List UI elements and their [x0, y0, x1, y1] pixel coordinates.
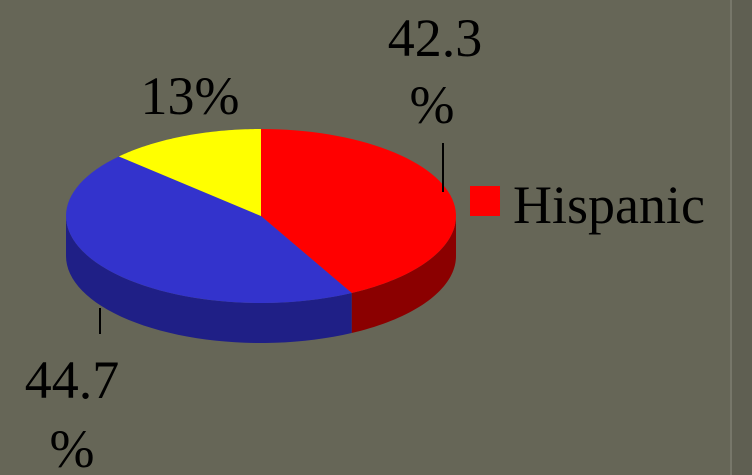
data-label-blue-unit: %: [50, 419, 95, 475]
pie-slice-hispanic: [261, 129, 456, 294]
slide-edge-bar: [730, 0, 752, 475]
data-label-blue: 44.7: [25, 350, 120, 410]
legend-swatch-hispanic: [470, 186, 500, 216]
pie-slice-blue: [66, 156, 352, 303]
pie-slice-yellow: [118, 129, 261, 216]
data-label-hispanic: 42.3: [388, 8, 483, 68]
data-label-yellow: 13%: [141, 66, 240, 126]
data-label-hispanic-unit: %: [410, 75, 455, 135]
legend-label-hispanic: Hispanic: [513, 175, 705, 235]
pie-side-hispanic: [351, 216, 456, 334]
pie-slices: [66, 129, 456, 343]
pie-side-blue: [66, 216, 352, 343]
